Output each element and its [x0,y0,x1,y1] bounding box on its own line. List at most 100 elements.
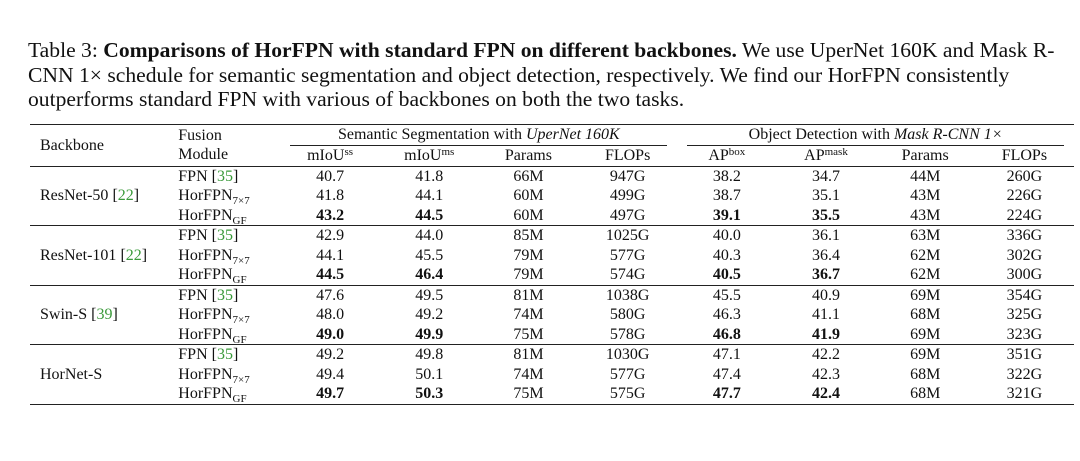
value-cell: 325G [1006,306,1043,323]
value-cell: 577G [609,365,646,383]
value-cell: 79M [513,266,544,283]
module-name: HorFPN [178,266,233,283]
column-header: FLOPs [975,146,1074,166]
module-name: HorFPN [178,187,233,204]
module-sub: GF [232,333,247,346]
table-row: ResNet-50 [22] FPN [35] 40.7 41.8 66M 947G 38.… [30,165,1074,226]
value-cell: 1038G [578,284,678,305]
value-cell: 48.0 [316,306,345,323]
table-row: HorFPN7×7 48.0 49.2 74M 580G 46.3 41.1 68M 325G [30,305,1074,326]
table-row: HorFPNGF 49.7 50.3 75M 575G 47.7 42.4 68M 321G [30,384,1074,405]
value-cell: 79M [513,246,544,264]
module-sub: 7×7 [232,314,250,326]
value-cell: 68M [910,365,941,383]
value-cell: 41.8 [379,165,479,186]
header-row: Backbone Fusion Module Semantic Segmentatio… [30,125,1074,163]
value-cell: 45.5 [415,246,444,264]
value-cell: 46.8 [712,325,741,343]
value-cell: 44.1 [415,187,444,204]
cite-number: 22 [125,246,142,264]
value-cell: 574G [609,266,646,283]
value-cell: 46.4 [415,266,444,283]
column-sup: mask [824,146,848,158]
value-cell: 38.2 [677,165,777,186]
column-name: Params [504,147,552,164]
caption: Table 3: Comparisons of HorFPN with stan… [28,38,1076,112]
value-cell: 45.5 [677,284,777,305]
value-cell: 41.1 [812,306,840,323]
value-cell: 577G [609,246,646,264]
value-cell: 49.8 [379,344,479,365]
cite-number: 35 [216,227,233,244]
value-cell: 36.7 [812,266,840,283]
value-cell: 49.0 [316,325,345,343]
table-row: ResNet-101 [22] FPN [35] 42.9 44.0 85M 1025G 4… [30,225,1074,285]
column-name: mIoU [307,147,345,164]
value-cell: 49.2 [280,344,380,365]
cite-bracket: ] [133,187,140,204]
value-cell: 321G [1006,385,1043,402]
value-cell: 35.1 [812,187,840,204]
value-cell: 1030G [578,344,678,365]
column-sup: box [728,146,746,158]
cite-bracket: [ [112,187,118,204]
module-sub: 7×7 [232,373,250,386]
cite-number: 35 [216,346,233,363]
cite-bracket: [ [211,227,217,244]
cite-bracket: ] [232,167,239,185]
header-fusion: Module [178,146,229,164]
table-row: HorFPN7×7 44.1 45.5 79M 577G 40.3 36.4 62M 302G [30,246,1074,267]
value-cell: 43M [910,206,941,224]
value-cell: 41.8 [316,187,345,204]
module-cell: HorFPNGF [170,325,280,346]
value-cell: 40.7 [280,165,380,186]
value-cell: 41.9 [812,325,840,343]
value-cell: 74M [513,306,544,323]
column-name: FLOPs [1001,147,1048,164]
value-cell: 66M [478,165,579,186]
header-group: Object Detection with Mask R-CNN 1× [687,125,1064,146]
cite-number: 39 [96,306,113,323]
value-cell: 43.2 [316,206,345,224]
value-cell: 62M [910,246,941,264]
header-row: mIoUss mIoUms Params FLOPs APbox APmask Params… [30,146,1074,166]
value-cell: 60M [513,187,544,204]
value-cell: 40.9 [776,284,876,305]
value-cell: 36.4 [812,246,840,264]
results-table: Backbone Fusion Module Semantic Segmentatio… [30,124,1074,405]
value-cell: 354G [974,284,1074,305]
value-cell: 81M [478,344,579,365]
value-cell: 60M [513,206,544,224]
column-header: Params [876,146,975,166]
value-cell: 497G [609,206,646,224]
value-cell: 322G [1006,365,1043,383]
module-cell: HorFPN7×7 [170,365,280,386]
value-cell: 40.3 [712,246,741,264]
cite-number: 22 [117,187,134,204]
value-cell: 49.5 [379,284,479,305]
module-cell: FPN [35] [170,225,281,246]
header-group-text: Semantic Segmentation with [337,126,522,143]
value-cell: 226G [1006,187,1043,204]
cite-bracket: [ [211,286,217,304]
value-cell: 75M [513,385,544,402]
value-cell: 46.3 [712,306,741,323]
module-cell: HorFPNGF [170,206,280,227]
value-cell: 300G [1006,266,1043,283]
table-row: HorFPN7×7 41.8 44.1 60M 499G 38.7 35.1 43M 226G [30,186,1074,207]
value-cell: 44.1 [316,246,345,264]
module-name: HorFPN [178,306,233,323]
value-cell: 49.2 [415,306,444,323]
module-cell: FPN [35] [170,344,281,365]
module-name: FPN [178,286,208,304]
table-row: HorFPNGF 44.5 46.4 79M 574G 40.5 36.7 62M 300G [30,265,1074,286]
value-cell: 81M [478,284,579,305]
module-name: HorFPN [178,385,233,402]
module-sub: 7×7 [232,195,250,207]
backbone-cell: Swin-S [39] [30,284,171,345]
value-cell: 39.1 [712,206,741,224]
value-cell: 44.5 [316,266,345,283]
value-cell: 578G [609,325,646,343]
table-row: HorFPNGF 49.0 49.9 75M 578G 46.8 41.9 69M 323G [30,325,1074,346]
